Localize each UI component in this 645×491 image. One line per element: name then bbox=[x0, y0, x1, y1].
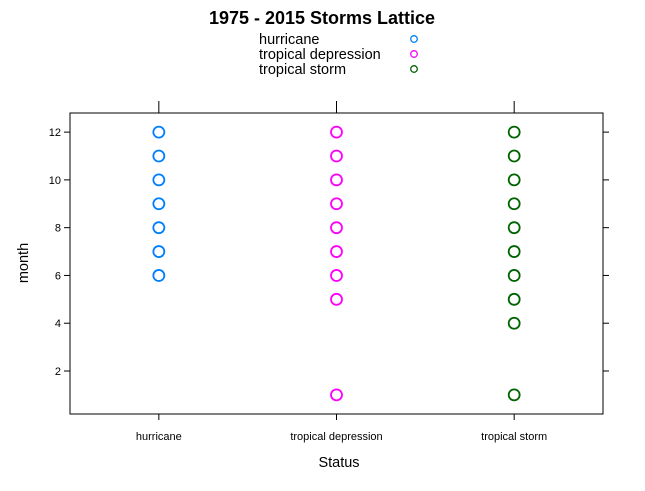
data-point bbox=[152, 197, 166, 211]
data-point bbox=[507, 292, 521, 306]
data-point bbox=[507, 269, 521, 282]
data-point bbox=[507, 245, 521, 258]
x-tick-label: tropical storm bbox=[481, 431, 547, 443]
data-point bbox=[507, 221, 521, 235]
data-point bbox=[330, 197, 343, 211]
y-tick-label: 8 bbox=[55, 223, 61, 235]
data-point bbox=[330, 221, 343, 235]
legend-marker bbox=[410, 50, 418, 58]
x-tick-label: hurricane bbox=[136, 431, 182, 443]
data-point bbox=[152, 269, 166, 282]
data-points bbox=[152, 125, 521, 402]
data-point bbox=[330, 245, 343, 258]
data-point bbox=[330, 149, 343, 163]
y-tick-label: 2 bbox=[55, 366, 61, 378]
y-axis-label: month bbox=[16, 243, 32, 283]
data-point bbox=[330, 269, 343, 282]
data-point bbox=[330, 292, 343, 306]
data-point bbox=[507, 125, 521, 139]
chart-title: 1975 - 2015 Storms Lattice bbox=[209, 8, 435, 28]
data-point bbox=[330, 173, 343, 187]
x-tick-label: tropical depression bbox=[290, 431, 382, 443]
data-point bbox=[507, 173, 521, 187]
y-tick-label: 10 bbox=[49, 175, 61, 187]
y-tick-label: 6 bbox=[55, 270, 61, 282]
legend-marker bbox=[410, 35, 418, 43]
data-point bbox=[152, 221, 166, 235]
data-point bbox=[507, 388, 521, 402]
data-point bbox=[152, 149, 166, 163]
data-point bbox=[152, 173, 166, 187]
data-point bbox=[330, 125, 343, 139]
y-tick-label: 4 bbox=[55, 318, 61, 330]
legend-label: tropical depression bbox=[259, 47, 381, 63]
data-point bbox=[507, 316, 521, 330]
data-point bbox=[152, 245, 166, 258]
legend-label: tropical storm bbox=[259, 62, 346, 78]
legend-marker bbox=[410, 65, 418, 73]
data-point bbox=[507, 197, 521, 211]
x-axis-label: Status bbox=[318, 455, 359, 471]
data-point bbox=[330, 388, 343, 402]
y-tick-label: 12 bbox=[49, 127, 61, 139]
plot-frame bbox=[69, 112, 604, 415]
data-point bbox=[152, 125, 166, 139]
axes: 2 4 6 8 10 12 hurricane tropical depression trop… bbox=[49, 101, 609, 443]
legend-label: hurricane bbox=[259, 32, 319, 48]
data-point bbox=[507, 149, 521, 163]
